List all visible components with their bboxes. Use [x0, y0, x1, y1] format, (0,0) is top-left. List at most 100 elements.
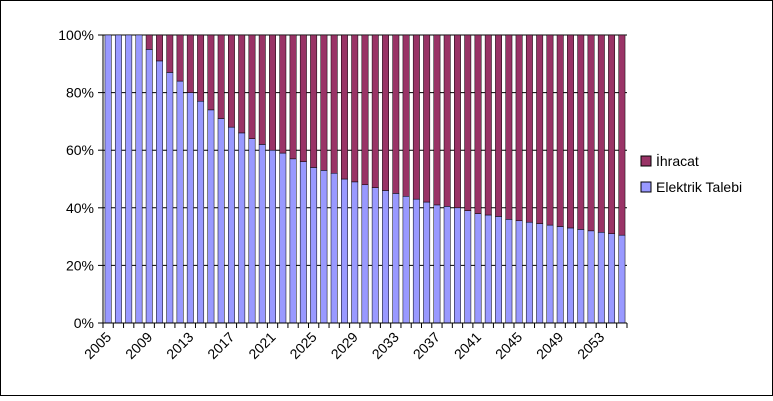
bar-segment-ihracat: [484, 34, 492, 216]
bar-segment-elektrik-talebi: [433, 204, 441, 324]
bar-segment-elektrik-talebi: [166, 72, 174, 324]
bar-segment-ihracat: [320, 34, 328, 171]
bar-segment-ihracat: [515, 34, 523, 222]
bar-segment-elektrik-talebi: [577, 229, 585, 324]
bar-segment-ihracat: [238, 34, 246, 134]
bar-segment-ihracat: [361, 34, 369, 186]
bar-segment-elektrik-talebi: [474, 213, 482, 324]
bar-segment-ihracat: [166, 34, 174, 73]
bar-segment-elektrik-talebi: [361, 184, 369, 324]
bar-segment-ihracat: [608, 34, 616, 234]
bar-segment-elektrik-talebi: [299, 161, 307, 324]
bar-segment-elektrik-talebi: [536, 223, 544, 324]
bar-segment-ihracat: [536, 34, 544, 224]
bar-segment-elektrik-talebi: [320, 170, 328, 324]
bar-segment-elektrik-talebi: [371, 187, 379, 324]
bar-segment-elektrik-talebi: [176, 80, 184, 324]
bar-segment-elektrik-talebi: [258, 144, 266, 324]
bar-segment-elektrik-talebi: [392, 193, 400, 324]
bar-segment-ihracat: [248, 34, 256, 139]
bar-segment-ihracat: [258, 34, 266, 145]
bar-segment-elektrik-talebi: [587, 230, 595, 324]
legend: İhracat Elektrik Talebi: [640, 152, 742, 195]
bar-segment-ihracat: [587, 34, 595, 232]
bar-segment-ihracat: [505, 34, 513, 220]
bar-segment-ihracat: [310, 34, 318, 168]
bar-segment-elektrik-talebi: [217, 118, 225, 324]
bar-segment-ihracat: [443, 34, 451, 207]
bar-segment-ihracat: [546, 34, 554, 226]
bar-segment-elektrik-talebi: [351, 181, 359, 324]
bar-segment-elektrik-talebi: [197, 100, 205, 324]
bar-segment-elektrik-talebi: [341, 178, 348, 324]
bar-segment-elektrik-talebi: [608, 233, 616, 324]
legend-label: İhracat: [656, 152, 699, 169]
bar-segment-elektrik-talebi: [104, 34, 112, 324]
bar-segment-elektrik-talebi: [423, 201, 431, 324]
bar-segment-ihracat: [474, 34, 482, 214]
bar-segment-ihracat: [351, 34, 359, 183]
bar-segment-ihracat: [279, 34, 287, 154]
bar-segment-elektrik-talebi: [145, 49, 153, 324]
y-tick-label: 100%: [58, 27, 94, 43]
bar-segment-elektrik-talebi: [238, 132, 246, 324]
bar-segment-ihracat: [412, 34, 420, 200]
bar-segment-ihracat: [341, 34, 348, 180]
bar-segment-elektrik-talebi: [402, 196, 410, 324]
bar-segment-elektrik-talebi: [464, 210, 472, 324]
bar-segment-ihracat: [382, 34, 389, 191]
bar-segment-ihracat: [454, 34, 461, 209]
bar-segment-elektrik-talebi: [186, 92, 194, 324]
bar-segment-elektrik-talebi: [412, 198, 420, 324]
bar-segment-ihracat: [433, 34, 441, 206]
bar-segment-ihracat: [464, 34, 472, 211]
y-tick-label: 80%: [66, 85, 94, 101]
bar-segment-elektrik-talebi: [525, 221, 533, 324]
bar-segment-ihracat: [145, 34, 153, 50]
bar-segment-elektrik-talebi: [289, 158, 297, 324]
bar-segment-elektrik-talebi: [135, 34, 143, 324]
bar-segment-ihracat: [618, 34, 626, 236]
bar-segment-elektrik-talebi: [248, 138, 256, 324]
bar-segment-elektrik-talebi: [382, 190, 389, 324]
bar-segment-elektrik-talebi: [227, 126, 235, 324]
bar-segment-ihracat: [495, 34, 503, 217]
bar-segment-elektrik-talebi: [114, 34, 122, 324]
legend-swatch: [640, 155, 652, 167]
bar-segment-ihracat: [556, 34, 564, 227]
bar-segment-elektrik-talebi: [556, 226, 564, 324]
bar-segment-ihracat: [299, 34, 307, 162]
bar-segment-ihracat: [402, 34, 410, 197]
bar-segment-ihracat: [217, 34, 225, 119]
bar-segment-elektrik-talebi: [207, 109, 215, 324]
bar-segment-ihracat: [289, 34, 297, 160]
bar-segment-elektrik-talebi: [597, 232, 605, 324]
bar-segment-ihracat: [423, 34, 431, 203]
bar-segment-ihracat: [525, 34, 533, 223]
bar-segment-elektrik-talebi: [269, 149, 276, 324]
bar-segment-ihracat: [176, 34, 184, 82]
bar-segment-ihracat: [567, 34, 574, 229]
bar-segment-elektrik-talebi: [484, 214, 492, 324]
bar-segment-elektrik-talebi: [443, 206, 451, 324]
bar-segment-ihracat: [186, 34, 194, 93]
bar-segment-ihracat: [156, 34, 163, 62]
y-tick-label: 20%: [66, 257, 94, 273]
y-tick-label: 40%: [66, 200, 94, 216]
bar-segment-ihracat: [597, 34, 605, 233]
bar-segment-elektrik-talebi: [310, 167, 318, 324]
bar-segment-elektrik-talebi: [279, 152, 287, 324]
bar-segment-elektrik-talebi: [618, 234, 626, 324]
bar-segment-ihracat: [269, 34, 276, 151]
bar-segment-ihracat: [207, 34, 215, 111]
y-tick-label: 0%: [74, 315, 94, 331]
y-tick-label: 60%: [66, 142, 94, 158]
bar-segment-ihracat: [371, 34, 379, 188]
legend-swatch: [640, 181, 652, 193]
bar-segment-elektrik-talebi: [125, 34, 133, 324]
bar-segment-elektrik-talebi: [495, 216, 503, 324]
bar-segment-elektrik-talebi: [156, 60, 163, 324]
bar-segment-ihracat: [330, 34, 338, 174]
